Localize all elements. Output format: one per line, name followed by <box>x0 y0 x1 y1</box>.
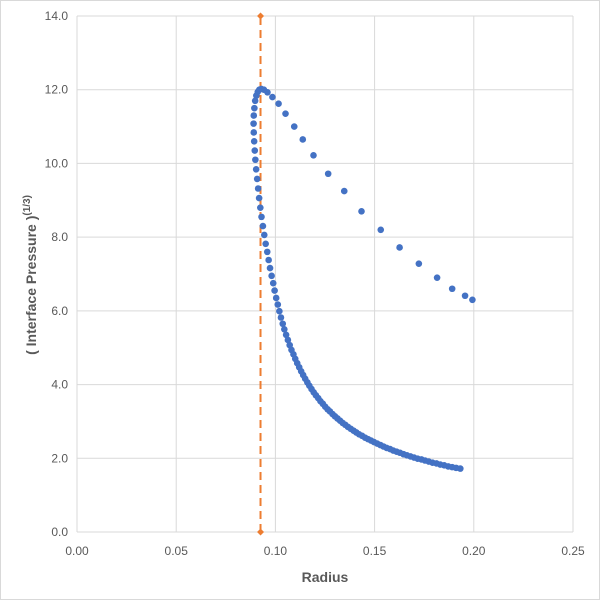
reference-marker <box>257 528 265 536</box>
tick-labels: 0.0 2.0 4.0 6.0 8.0 10.0 12.0 14.0 0.00 0.05 0.10 0… <box>45 9 585 558</box>
y-axis-label-superscript: (1/3) <box>22 195 33 216</box>
data-points <box>250 85 476 472</box>
data-point <box>259 222 267 230</box>
x-axis-label: Radius <box>302 569 349 585</box>
data-point <box>299 136 307 143</box>
data-point <box>271 287 278 294</box>
data-point <box>258 213 265 221</box>
data-point <box>269 93 276 101</box>
data-point <box>265 256 272 264</box>
data-point <box>457 465 464 472</box>
data-point <box>266 264 274 272</box>
data-point <box>251 97 259 105</box>
data-point <box>340 187 348 195</box>
data-point <box>251 147 259 154</box>
data-point <box>277 314 285 321</box>
data-point <box>415 260 423 267</box>
data-point <box>377 226 385 234</box>
data-point <box>279 320 287 328</box>
y-tick-label: 2.0 <box>51 451 68 465</box>
data-point <box>272 294 280 302</box>
data-point <box>263 248 271 256</box>
data-point <box>448 285 456 293</box>
data-point <box>461 292 469 300</box>
data-point <box>433 274 441 281</box>
data-point <box>250 112 258 119</box>
data-point <box>290 123 298 130</box>
reference-line-group <box>257 12 265 536</box>
y-tick-label: 4.0 <box>51 378 68 392</box>
data-point <box>358 208 365 215</box>
data-point <box>253 175 261 183</box>
x-tick-label: 0.05 <box>165 544 189 558</box>
data-point <box>253 92 260 99</box>
data-point <box>282 110 289 117</box>
data-point <box>324 170 332 178</box>
x-tick-label: 0.15 <box>363 544 387 558</box>
data-point <box>269 279 277 287</box>
y-axis-label: ( Interface Pressure )(1/3) <box>22 195 39 355</box>
data-point <box>257 204 264 211</box>
data-point <box>255 194 263 202</box>
y-tick-label: 8.0 <box>51 230 68 244</box>
data-point <box>268 272 275 280</box>
x-tick-label: 0.20 <box>462 544 486 558</box>
data-point <box>262 240 269 248</box>
data-point <box>281 325 288 333</box>
data-point <box>251 104 258 112</box>
y-tick-label: 0.0 <box>51 525 68 539</box>
data-point <box>275 100 282 108</box>
data-point <box>254 185 262 192</box>
data-point <box>282 331 290 339</box>
x-tick-label: 0.10 <box>264 544 288 558</box>
data-point <box>250 129 258 136</box>
data-point <box>284 336 292 344</box>
y-tick-label: 14.0 <box>45 9 69 23</box>
reference-marker <box>257 12 265 20</box>
gridlines <box>76 15 574 533</box>
x-tick-label: 0.00 <box>65 544 89 558</box>
data-point <box>250 120 257 127</box>
data-point <box>276 307 283 315</box>
data-point <box>250 138 258 145</box>
data-point <box>252 156 259 164</box>
data-point <box>252 166 260 173</box>
y-tick-label: 10.0 <box>45 156 69 170</box>
x-tick-label: 0.25 <box>561 544 585 558</box>
data-point <box>310 152 317 159</box>
data-point <box>274 301 282 308</box>
y-tick-label: 6.0 <box>51 304 68 318</box>
y-tick-label: 12.0 <box>45 83 69 97</box>
data-point <box>396 244 403 251</box>
data-point <box>260 231 268 239</box>
y-axis-label-main: ( Interface Pressure ) <box>23 216 39 355</box>
data-point <box>469 296 476 304</box>
